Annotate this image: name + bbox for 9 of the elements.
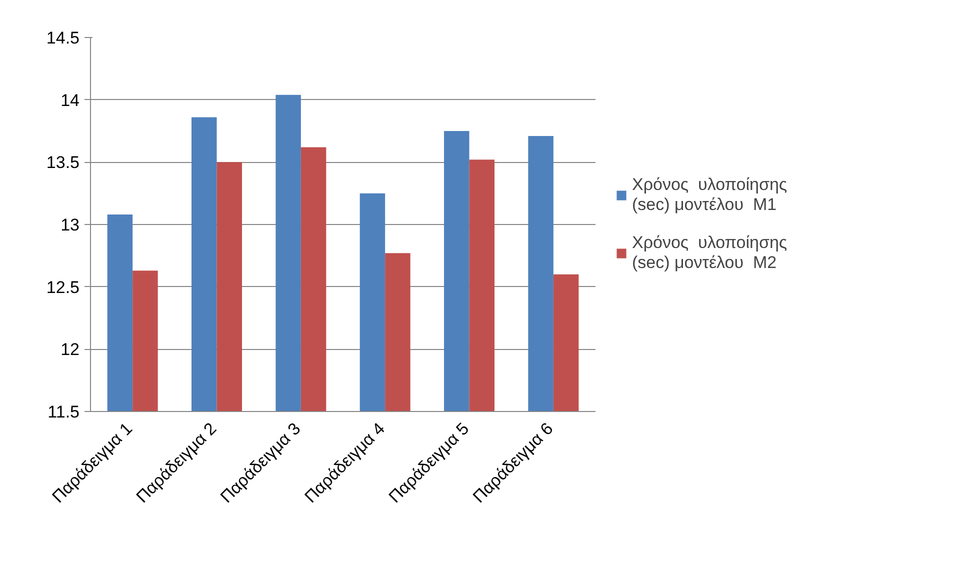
- legend-label: Χρόνος υλοποίησης (sec) μοντέλου M2: [632, 233, 788, 273]
- y-tick-label: 14: [60, 90, 80, 110]
- y-tick-label: 14.5: [46, 28, 80, 48]
- y-tick-label: 13: [60, 216, 80, 234]
- y-tick-label: 12.5: [46, 278, 80, 297]
- legend-label: Χρόνος υλοποίησης (sec) μοντέλου M1: [632, 175, 788, 215]
- y-tick-label: 12: [60, 340, 80, 360]
- y-tick-label: 13.5: [46, 153, 80, 172]
- y-tick-label: 11.5: [48, 402, 80, 422]
